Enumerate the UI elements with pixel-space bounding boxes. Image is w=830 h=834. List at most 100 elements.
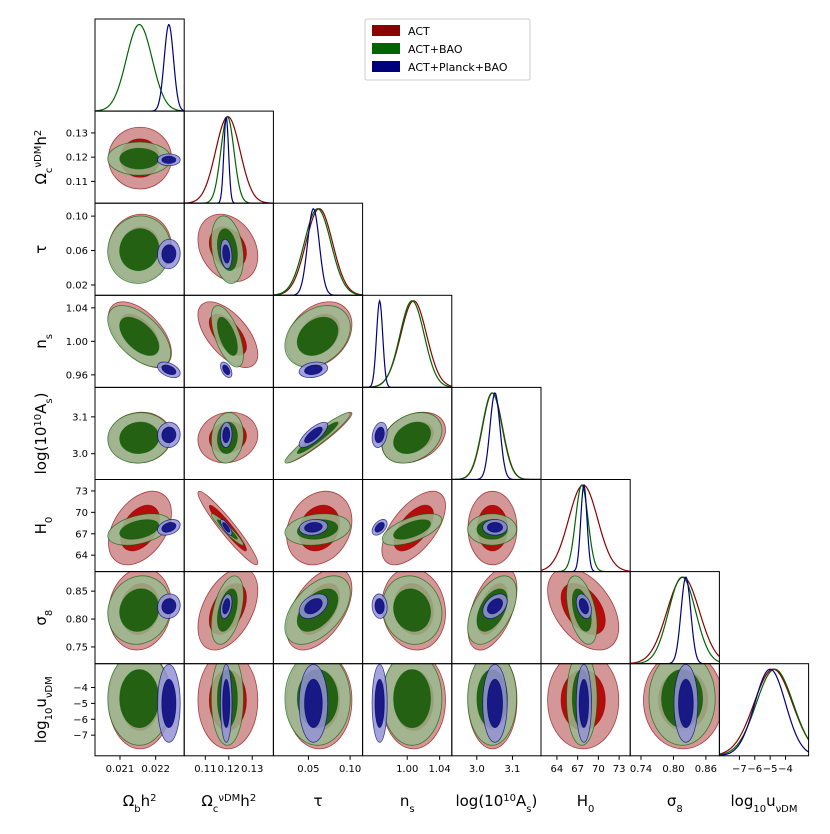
contour-act-planck-bao-68 xyxy=(486,598,503,615)
x-tick-label: 0.022 xyxy=(141,764,170,775)
y-axis-label-logu-part: 10 xyxy=(44,708,55,721)
marginal-omch2 xyxy=(184,115,274,204)
y-tick-label: 0.10 xyxy=(66,212,88,223)
y-tick-label: 0.75 xyxy=(66,642,88,653)
legend-label-act-bao: ACT+BAO xyxy=(408,43,463,56)
panel-omch2-vs-ombh2 xyxy=(107,126,181,190)
marginal-line-act xyxy=(451,392,541,480)
contour-act-planck-bao-68 xyxy=(222,598,231,615)
panel-sigma8-vs-logA xyxy=(467,571,518,651)
y-tick-label: 67 xyxy=(75,529,88,540)
y-tick-label: 1.00 xyxy=(66,337,88,348)
contour-act-planck-bao-68 xyxy=(304,678,323,728)
x-tick-label: −4 xyxy=(778,764,793,775)
contour-act-planck-bao-68 xyxy=(374,522,385,533)
x-axis-label-sigma8-part: 8 xyxy=(676,804,682,815)
marginal-line-act-bao xyxy=(273,208,363,296)
contour-act-planck-bao-68 xyxy=(161,598,177,615)
x-axis-label-logA-part: ) xyxy=(531,792,537,810)
y-axis-label-H0-part: H xyxy=(32,523,50,534)
marginal-line-act-bao xyxy=(451,392,541,480)
panel-H0-vs-ns xyxy=(371,490,446,566)
panel-logA-vs-tau xyxy=(284,411,353,464)
panel-logu-vs-sigma8 xyxy=(643,663,720,750)
marginal-tau xyxy=(273,207,363,296)
x-axis-label-H0-part: H xyxy=(577,792,588,810)
y-axis-label-omch2-part: Ω xyxy=(32,173,50,184)
contour-act-bao-68 xyxy=(216,316,238,356)
contour-act-planck-bao-68 xyxy=(222,364,231,376)
x-axis-label-logu-part: log xyxy=(730,792,753,810)
x-tick-label: 0.10 xyxy=(339,764,361,775)
x-axis-label-H0-part: 0 xyxy=(588,804,594,815)
x-axis-label-ombh2: Ωbh2 xyxy=(123,792,157,815)
x-axis-label-tau: τ xyxy=(313,792,322,810)
marginal-line-act-planck-bao xyxy=(362,298,452,388)
x-axis-label-omch2-part: 2 xyxy=(250,793,256,804)
legend-swatch-act xyxy=(372,25,400,36)
contour-act-planck-bao-68 xyxy=(578,598,589,615)
y-axis-label-sigma8: σ8 xyxy=(32,610,55,626)
panel-ns-vs-ombh2 xyxy=(107,301,181,379)
marginal-sigma8 xyxy=(630,576,720,664)
y-axis-label-sigma8-part: σ xyxy=(32,616,50,626)
marginal-line-act-bao xyxy=(362,300,452,388)
panel-logA-vs-ombh2 xyxy=(107,411,181,464)
panel-logu-vs-logA xyxy=(467,663,518,750)
x-axis-label-ns: ns xyxy=(400,792,415,815)
x-axis-label-logA-part: 10 xyxy=(503,793,516,804)
panel-sigma8-vs-H0 xyxy=(547,571,620,651)
contour-act-bao-68 xyxy=(393,421,431,454)
marginal-line-act xyxy=(184,116,274,204)
panel-logu-vs-ombh2 xyxy=(107,663,181,750)
y-axis-label-logA-part: s xyxy=(44,398,55,403)
y-axis-label-ns-part: n xyxy=(32,339,50,349)
marginal-H0 xyxy=(541,483,631,572)
contour-act-planck-bao-68 xyxy=(222,678,231,728)
x-tick-label: 3.1 xyxy=(505,764,521,775)
marginal-line-act-planck-bao xyxy=(184,116,274,204)
x-axis-label-omch2-part: c xyxy=(213,804,219,815)
x-axis-label-logu-part: u xyxy=(766,792,776,810)
x-tick-label: −6 xyxy=(747,764,762,775)
x-axis-label-logA: log(1010As) xyxy=(455,792,537,815)
panel-ns-vs-omch2 xyxy=(197,301,259,379)
panel-logA-vs-omch2 xyxy=(197,411,259,464)
y-axis-label-logA-part: 10 xyxy=(33,414,44,427)
panel-logu-vs-omch2 xyxy=(197,663,259,750)
y-tick-label: 0.80 xyxy=(66,615,88,626)
contour-act-bao-68 xyxy=(393,669,431,728)
y-axis-label-H0: H0 xyxy=(32,517,55,535)
y-tick-label: −7 xyxy=(73,731,88,742)
x-axis-label-ombh2-part: 2 xyxy=(150,793,156,804)
legend-box xyxy=(364,18,531,81)
contour-act-planck-bao-68 xyxy=(578,678,590,728)
x-axis-label-tau-part: τ xyxy=(313,792,322,810)
contour-act-planck-bao-68 xyxy=(304,364,323,376)
y-axis-label-logA-part: ) xyxy=(32,393,50,399)
contour-act-planck-bao-68 xyxy=(222,522,231,533)
y-axis-label-tau-part: τ xyxy=(32,245,50,254)
x-axis-label-sigma8-part: σ xyxy=(667,792,677,810)
contour-act-planck-bao-68 xyxy=(304,522,323,533)
y-axis-label-sigma8-part: 8 xyxy=(44,610,55,616)
contour-act-planck-bao-68 xyxy=(374,678,385,728)
marginal-line-act-bao xyxy=(95,23,185,112)
contour-act-planck-bao-68 xyxy=(486,678,503,728)
x-tick-label: 70 xyxy=(592,764,605,775)
x-tick-label: 0.05 xyxy=(297,764,319,775)
contour-act-planck-bao-68 xyxy=(161,244,177,264)
contour-act-planck-bao-68 xyxy=(222,244,231,264)
marginal-line-act-planck-bao xyxy=(541,483,631,572)
x-tick-label: 0.12 xyxy=(218,764,240,775)
y-tick-label: 70 xyxy=(75,508,88,519)
marginal-line-act-planck-bao xyxy=(719,668,809,756)
contour-act-bao-68 xyxy=(393,588,431,632)
panel-sigma8-vs-ns xyxy=(371,571,446,651)
x-tick-label: 64 xyxy=(551,764,564,775)
x-tick-label: −5 xyxy=(763,764,778,775)
y-axis-label-omch2: ΩcνDMh2 xyxy=(32,130,55,185)
y-tick-label: 0.85 xyxy=(66,587,88,598)
x-axis-label-logu-part: 10 xyxy=(753,804,766,815)
x-tick-label: 1.04 xyxy=(429,764,451,775)
